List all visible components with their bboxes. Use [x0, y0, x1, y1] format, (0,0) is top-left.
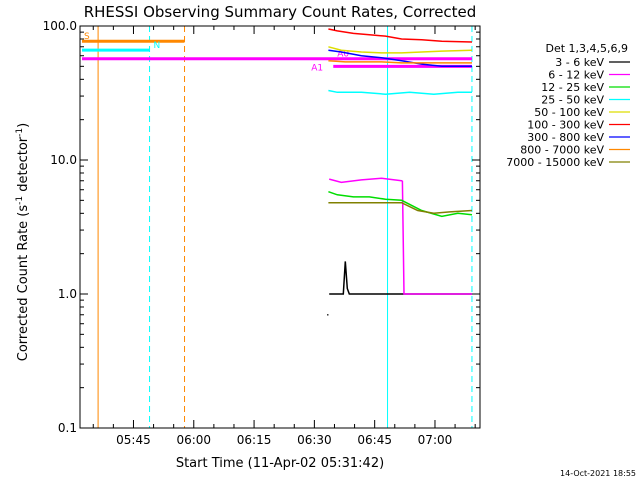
- x-axis-label: Start Time (11-Apr-02 05:31:42): [176, 456, 384, 471]
- series-line: [328, 28, 473, 43]
- legend-label: 100 - 300 keV: [527, 119, 604, 132]
- x-tick-label: 06:30: [297, 433, 332, 447]
- series-layer: [327, 28, 473, 316]
- legend-label: 6 - 12 keV: [548, 69, 604, 82]
- series-line: [329, 261, 472, 295]
- legend-label: 50 - 100 keV: [534, 106, 604, 119]
- y-axis-label-sup: -1: [15, 196, 25, 205]
- plot-frame: [79, 25, 481, 429]
- chart-title: RHESSI Observing Summary Count Rates, Co…: [84, 3, 477, 21]
- flag-label: N: [154, 41, 161, 51]
- legend-label: 300 - 800 keV: [527, 131, 604, 144]
- y-tick-label: 10.0: [50, 153, 77, 167]
- legend-label: 25 - 50 keV: [541, 94, 604, 107]
- series-line: [328, 60, 472, 64]
- series-line: [328, 46, 473, 54]
- flag-label: S: [84, 32, 90, 42]
- y-axis-label-part: Corrected Count Rate (s: [16, 205, 31, 362]
- axes-layer: 0.1 1.0 10.0 100.0 05:45 06:00 06:15 06:30 06:45…: [43, 19, 481, 447]
- series-line: [328, 190, 473, 218]
- y-tick-label: 0.1: [58, 421, 77, 435]
- series-line: [329, 177, 403, 184]
- y-tick-label: 1.0: [58, 287, 77, 301]
- series-line: [328, 201, 473, 215]
- x-tick-label: 06:15: [237, 433, 272, 447]
- markers-layer: S N A0 A1: [82, 26, 473, 428]
- x-tick-label: 06:00: [176, 433, 211, 447]
- legend-label: 3 - 6 keV: [555, 56, 604, 69]
- y-axis-label: Corrected Count Rate (s-1 detector-1): [15, 123, 31, 361]
- x-tick-label: 06:45: [357, 433, 392, 447]
- series-line: [401, 180, 472, 295]
- x-tick-label: 05:45: [116, 433, 151, 447]
- x-tick-label: 07:00: [418, 433, 453, 447]
- flag-label: A1: [311, 63, 323, 73]
- y-tick-label: 100.0: [43, 19, 77, 33]
- y-axis-label-part: ): [16, 123, 31, 128]
- legend-label: 800 - 7000 keV: [520, 144, 604, 157]
- legend-label: 7000 - 15000 keV: [506, 156, 604, 169]
- legend-header: Det 1,3,4,5,6,9: [545, 42, 628, 55]
- series-line: [328, 49, 472, 68]
- y-axis-label-sup: -1: [15, 128, 25, 137]
- legend-label: 12 - 25 keV: [541, 81, 604, 94]
- series-line: [328, 89, 472, 95]
- y-axis-label-part: detector: [16, 136, 31, 196]
- flag-label: A0: [337, 50, 349, 60]
- date-stamp: 14-Oct-2021 18:55: [560, 469, 636, 478]
